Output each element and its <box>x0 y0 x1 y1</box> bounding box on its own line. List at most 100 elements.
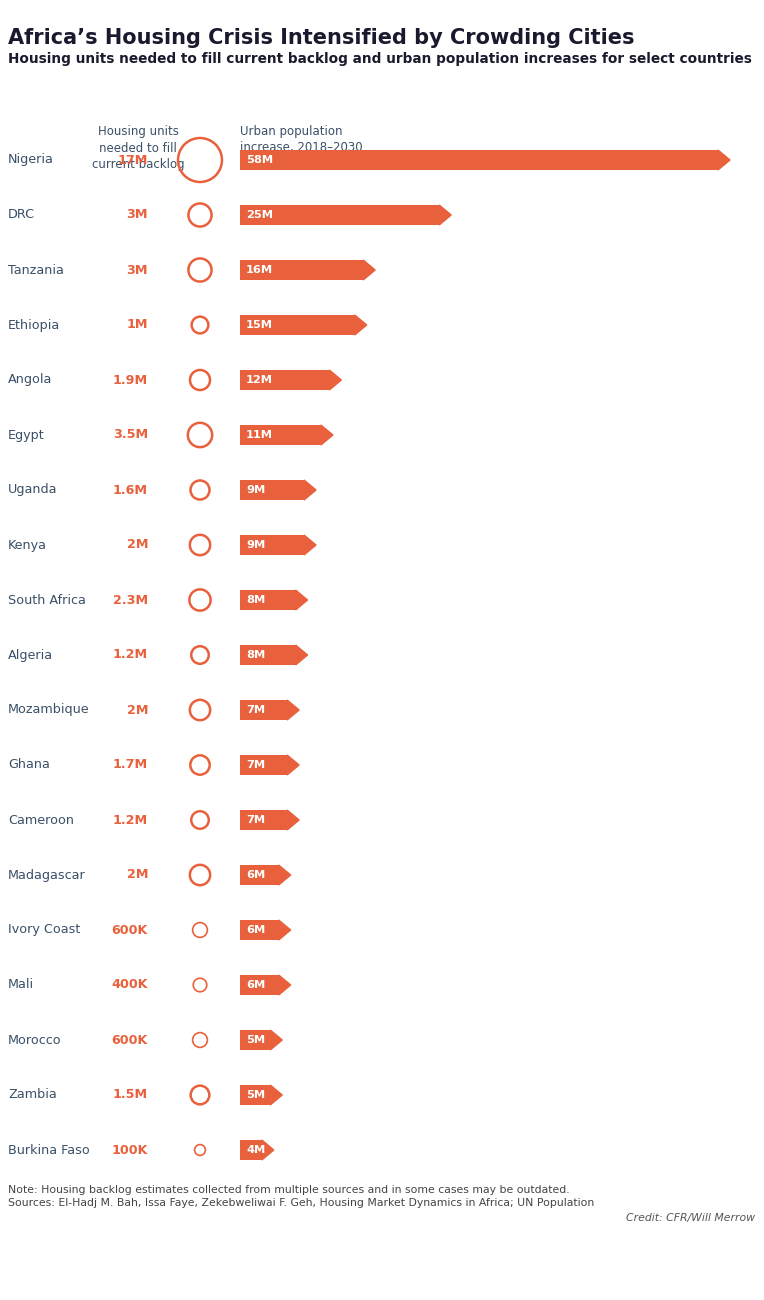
Bar <box>240 1086 270 1105</box>
Text: Note: Housing backlog estimates collected from multiple sources and in some case: Note: Housing backlog estimates collecte… <box>8 1186 594 1208</box>
Text: 6M: 6M <box>246 926 265 935</box>
Text: Credit: CFR/Will Merrow: Credit: CFR/Will Merrow <box>626 1213 755 1223</box>
Text: DRC: DRC <box>8 208 35 221</box>
Text: Algeria: Algeria <box>8 649 53 662</box>
Text: 3M: 3M <box>127 208 148 221</box>
Polygon shape <box>296 645 308 666</box>
Bar <box>240 920 279 940</box>
Text: 9M: 9M <box>246 540 265 550</box>
Polygon shape <box>329 370 342 390</box>
Text: 12M: 12M <box>246 374 273 385</box>
Polygon shape <box>262 1140 274 1160</box>
Polygon shape <box>439 205 452 225</box>
Bar <box>240 975 279 994</box>
Bar <box>240 480 304 500</box>
Text: 4M: 4M <box>246 1145 265 1154</box>
Text: 6M: 6M <box>246 980 265 991</box>
Bar <box>240 755 287 775</box>
Bar <box>240 260 363 280</box>
Polygon shape <box>304 536 316 555</box>
Polygon shape <box>296 590 308 610</box>
Text: 600K: 600K <box>112 923 148 936</box>
Bar <box>240 645 296 666</box>
Bar <box>240 150 718 170</box>
Text: 15M: 15M <box>246 320 273 330</box>
Polygon shape <box>304 480 316 500</box>
Text: 16M: 16M <box>246 265 273 276</box>
Polygon shape <box>270 1086 282 1105</box>
Text: Morocco: Morocco <box>8 1034 62 1046</box>
Text: 58M: 58M <box>246 155 273 165</box>
Polygon shape <box>718 150 730 170</box>
Text: 1.6M: 1.6M <box>113 484 148 497</box>
Text: 400K: 400K <box>112 979 148 992</box>
Bar <box>240 810 287 829</box>
Polygon shape <box>321 425 333 445</box>
Polygon shape <box>363 260 375 280</box>
Text: 2.3M: 2.3M <box>113 594 148 607</box>
Text: Burkina Faso: Burkina Faso <box>8 1144 89 1157</box>
Bar <box>240 425 321 445</box>
Text: Ghana: Ghana <box>8 758 50 771</box>
Text: 7M: 7M <box>246 815 265 826</box>
Text: Kenya: Kenya <box>8 538 47 551</box>
Text: Mali: Mali <box>8 979 34 992</box>
Text: Egypt: Egypt <box>8 429 45 442</box>
Text: 5M: 5M <box>246 1035 265 1045</box>
Polygon shape <box>354 315 367 335</box>
Text: Angola: Angola <box>8 373 53 386</box>
Text: 7M: 7M <box>246 760 265 770</box>
Polygon shape <box>287 699 299 720</box>
Text: 25M: 25M <box>246 211 273 220</box>
Bar <box>240 205 439 225</box>
Text: Nigeria: Nigeria <box>8 153 54 166</box>
Bar <box>240 1030 270 1050</box>
Text: Zambia: Zambia <box>8 1088 57 1101</box>
Text: 3M: 3M <box>127 264 148 277</box>
Text: 1.5M: 1.5M <box>113 1088 148 1101</box>
Text: Ivory Coast: Ivory Coast <box>8 923 80 936</box>
Polygon shape <box>270 1030 282 1050</box>
Text: 8M: 8M <box>246 650 265 660</box>
Text: South Africa: South Africa <box>8 594 86 607</box>
Text: Tanzania: Tanzania <box>8 264 64 277</box>
Text: 600K: 600K <box>112 1034 148 1046</box>
Text: 6M: 6M <box>246 870 265 880</box>
Text: 5M: 5M <box>246 1089 265 1100</box>
Text: Housing units
needed to fill
current backlog: Housing units needed to fill current bac… <box>92 125 184 172</box>
Bar <box>240 699 287 720</box>
Text: 1.2M: 1.2M <box>113 814 148 827</box>
Text: 2M: 2M <box>127 538 148 551</box>
Text: Ethiopia: Ethiopia <box>8 318 60 332</box>
Bar <box>240 370 329 390</box>
Text: 9M: 9M <box>246 485 265 495</box>
Text: Mozambique: Mozambique <box>8 703 89 716</box>
Polygon shape <box>287 810 299 829</box>
Text: 2M: 2M <box>127 703 148 716</box>
Polygon shape <box>279 864 290 885</box>
Bar <box>240 536 304 555</box>
Text: 3.5M: 3.5M <box>113 429 148 442</box>
Text: 7M: 7M <box>246 705 265 715</box>
Text: 100K: 100K <box>112 1144 148 1157</box>
Text: 1M: 1M <box>127 318 148 332</box>
Text: Urban population
increase, 2018–2030: Urban population increase, 2018–2030 <box>240 125 363 155</box>
Text: Uganda: Uganda <box>8 484 57 497</box>
Text: 1.7M: 1.7M <box>113 758 148 771</box>
Bar <box>240 1140 262 1160</box>
Polygon shape <box>279 920 290 940</box>
Text: Housing units needed to fill current backlog and urban population increases for : Housing units needed to fill current bac… <box>8 52 752 66</box>
Text: 17M: 17M <box>118 153 148 166</box>
Bar <box>240 590 296 610</box>
Polygon shape <box>279 975 290 994</box>
Text: Madagascar: Madagascar <box>8 868 86 881</box>
Text: 2M: 2M <box>127 868 148 881</box>
Text: Africa’s Housing Crisis Intensified by Crowding Cities: Africa’s Housing Crisis Intensified by C… <box>8 29 634 48</box>
Text: 8M: 8M <box>246 595 265 604</box>
Text: 1.9M: 1.9M <box>113 373 148 386</box>
Text: 11M: 11M <box>246 430 273 439</box>
Polygon shape <box>287 755 299 775</box>
Text: 1.2M: 1.2M <box>113 649 148 662</box>
Text: Cameroon: Cameroon <box>8 814 74 827</box>
Bar <box>240 864 279 885</box>
